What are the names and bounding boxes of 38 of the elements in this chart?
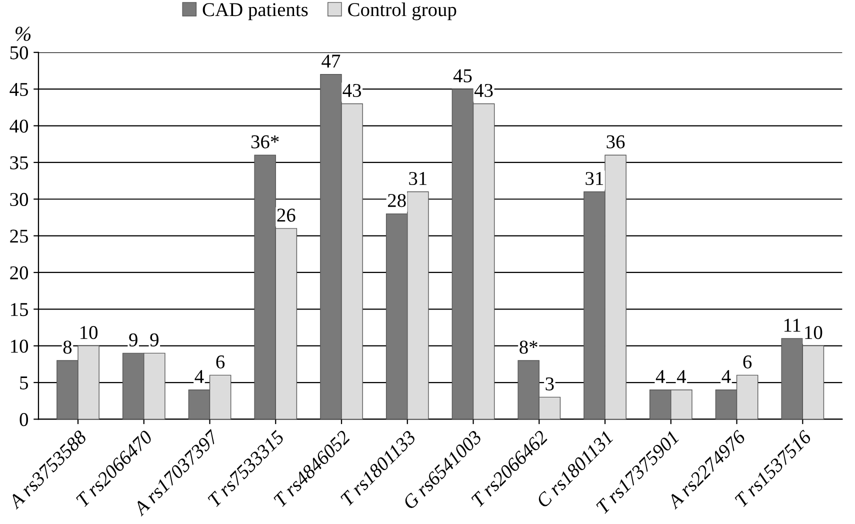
y-tick-label: 10 <box>11 340 28 353</box>
data-label: 9 <box>129 333 138 346</box>
data-label: 31 <box>586 172 604 186</box>
data-label: 4 <box>676 370 686 383</box>
y-tick-label: 15 <box>11 303 28 316</box>
data-label: 6 <box>743 355 752 368</box>
data-label: 4 <box>656 370 665 383</box>
y-tick-label: 25 <box>10 230 28 243</box>
data-label: 11 <box>784 318 800 332</box>
legend-label: CAD patients <box>202 3 308 20</box>
data-label: 36 <box>606 135 625 148</box>
data-label: 10 <box>80 326 98 340</box>
data-label: 6 <box>216 355 225 368</box>
data-label: 8* <box>520 340 538 354</box>
data-label: 8 <box>63 340 72 354</box>
y-tick-label: 0 <box>20 413 28 426</box>
data-label: 3 <box>546 377 554 390</box>
data-label: 4 <box>722 370 731 383</box>
data-label: 9 <box>150 333 158 346</box>
data-label: 4 <box>194 370 204 383</box>
y-axis-title: % <box>16 26 31 41</box>
data-label: 36* <box>251 135 279 148</box>
data-label: 47 <box>322 54 340 68</box>
data-label: 45 <box>453 69 472 82</box>
data-label: 10 <box>805 326 822 340</box>
y-tick-label: 45 <box>10 83 28 96</box>
y-tick-label: 50 <box>10 46 28 60</box>
data-label: 43 <box>342 84 362 98</box>
data-label: 28 <box>388 194 406 208</box>
data-label: 26 <box>277 208 296 222</box>
y-tick-label: 30 <box>10 192 28 206</box>
y-tick-label: 40 <box>10 120 28 133</box>
legend-label: Control group <box>348 2 456 20</box>
data-label: 43 <box>474 84 493 98</box>
data-label: 31 <box>409 172 426 186</box>
y-tick-label: 35 <box>10 156 28 170</box>
y-tick-label: 20 <box>10 266 28 280</box>
y-tick-label: 5 <box>20 376 28 390</box>
